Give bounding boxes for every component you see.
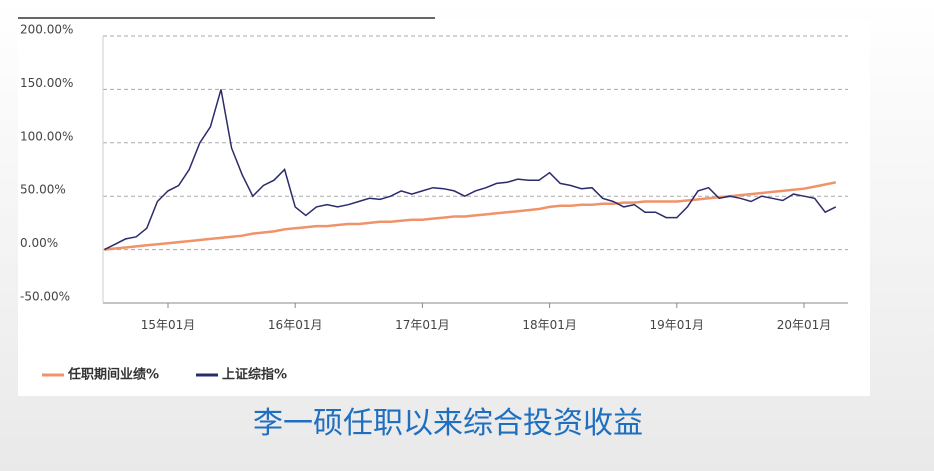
x-tick-label: 18年01月: [522, 318, 577, 332]
legend-label: 任职期间业绩%: [67, 367, 159, 383]
y-tick-label: 200.00%: [20, 23, 73, 37]
x-tick-label: 15年01月: [141, 318, 196, 332]
x-tick-label: 19年01月: [650, 318, 705, 332]
series-line: [104, 181, 837, 251]
series-line: [104, 89, 837, 251]
y-tick-label: -50.00%: [20, 290, 70, 304]
x-tick-label: 20年01月: [777, 318, 832, 332]
x-tick-label: 17年01月: [395, 318, 450, 332]
y-tick-label: 150.00%: [20, 76, 73, 90]
y-tick-label: 50.00%: [20, 183, 66, 197]
chart-title: 李一硕任职以来综合投资收益: [253, 406, 643, 441]
panel: [18, 20, 870, 396]
y-tick-label: 100.00%: [20, 129, 73, 143]
y-tick-label: 0.00%: [20, 236, 58, 250]
legend-label: 上证综指%: [222, 367, 287, 383]
x-tick-label: 16年01月: [268, 318, 323, 332]
